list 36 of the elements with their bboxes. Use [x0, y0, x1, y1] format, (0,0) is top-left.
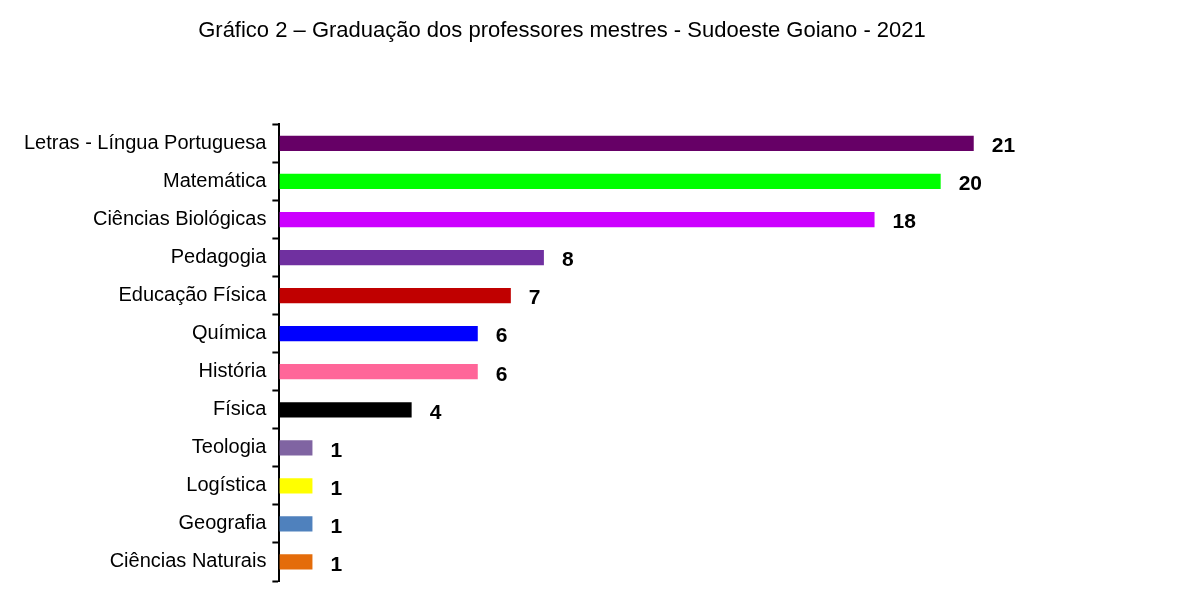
data-label: 6	[495, 323, 508, 347]
y-tick-label: Matemática	[163, 168, 268, 191]
bar	[279, 173, 941, 190]
data-label: 8	[561, 247, 574, 271]
y-tick-label: Educação Física	[118, 283, 268, 306]
bar	[279, 288, 511, 304]
y-tick-label: Química	[191, 321, 268, 344]
data-label: 20	[958, 171, 983, 195]
bar	[279, 211, 875, 228]
data-label: 21	[991, 133, 1016, 157]
data-label: 1	[330, 513, 343, 537]
bar	[279, 364, 478, 380]
data-label: 1	[330, 437, 343, 461]
y-tick-label: Letras - Língua Portuguesa	[23, 130, 268, 153]
data-label: 6	[495, 361, 508, 385]
bar	[279, 478, 313, 494]
bar	[279, 326, 478, 342]
bar	[279, 135, 974, 152]
y-tick-label: História	[198, 359, 268, 382]
bar	[279, 440, 313, 456]
bar	[279, 516, 313, 532]
chart-title: Gráfico 2 – Graduação dos professores mestres - Sudoeste Goiano - 2021	[198, 17, 926, 43]
y-tick-label: Pedagogia	[170, 245, 268, 268]
y-tick-label: Geografia	[178, 511, 268, 534]
data-label: 18	[892, 209, 917, 233]
y-tick-label: Física	[213, 397, 268, 420]
y-tick-label: Teologia	[191, 435, 268, 458]
y-tick-label: Logística	[186, 473, 268, 496]
bar	[279, 249, 544, 266]
bar	[279, 554, 313, 570]
data-label: 7	[528, 285, 541, 309]
data-label: 1	[330, 475, 343, 499]
data-label: 4	[429, 399, 442, 423]
y-tick-label: Ciências Biológicas	[92, 207, 267, 230]
y-tick-label: Ciências Naturais	[109, 549, 267, 572]
data-label: 1	[330, 551, 343, 575]
